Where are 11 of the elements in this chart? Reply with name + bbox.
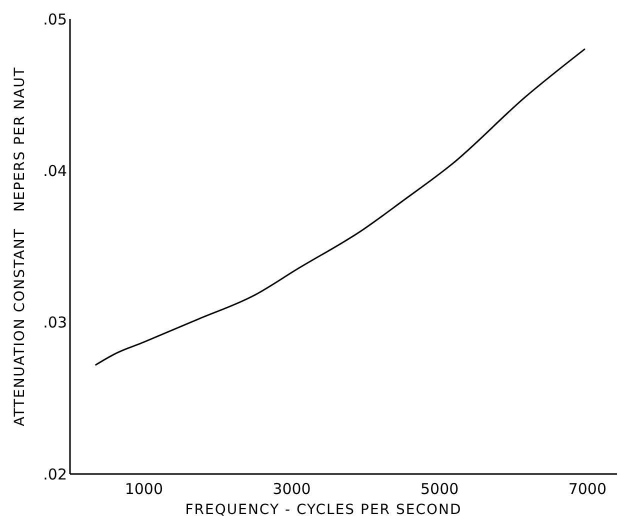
y-axis-title: ATTENUATION CONSTANT NEPERS PER NAUT [12, 66, 28, 426]
y-tick-label: .04 [43, 162, 67, 180]
y-tick-label: .02 [43, 465, 67, 484]
x-tick-label: 3000 [272, 480, 311, 498]
y-tick-label: .03 [43, 314, 67, 332]
x-tick-label: 5000 [420, 480, 459, 498]
line-series [95, 48, 586, 366]
x-axis-title: FREQUENCY - CYCLES PER SECOND [185, 502, 462, 518]
y-tick-label: .05 [43, 10, 67, 28]
x-tick-label: 1000 [124, 480, 164, 498]
x-tick-label: 7000 [568, 480, 607, 498]
